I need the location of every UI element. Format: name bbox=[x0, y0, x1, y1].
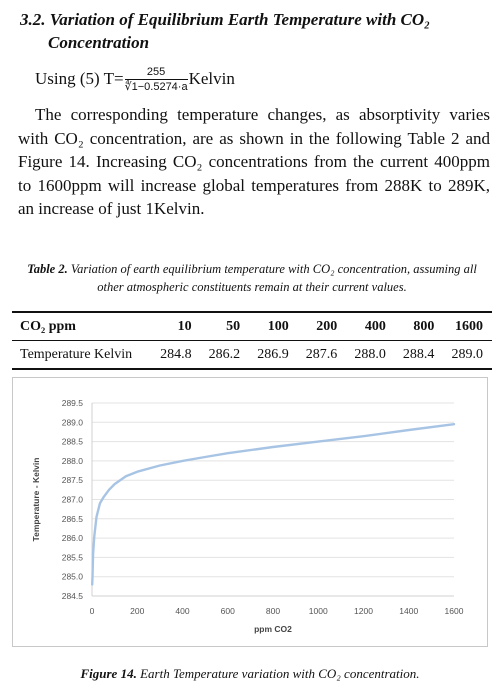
figure-14-chart: 284.5 285.0 285.5 286.0 286.5 287.0 287.5 288.0… bbox=[12, 377, 488, 647]
y-tick-label: 285.5 bbox=[62, 552, 84, 562]
table-header-cell: 200 bbox=[297, 311, 347, 341]
figure-caption-label: Figure 14. bbox=[80, 666, 137, 681]
table-header-label: CO₂ ppm bbox=[12, 311, 152, 341]
y-tick-label: 285.0 bbox=[62, 572, 84, 582]
table-row: Temperature Kelvin 284.8 286.2 286.9 287… bbox=[12, 340, 492, 370]
table-header-cell: 1600 bbox=[443, 311, 492, 341]
x-tick-label: 1400 bbox=[399, 606, 418, 616]
x-tick-label: 1200 bbox=[354, 606, 373, 616]
y-tick-label: 286.0 bbox=[62, 533, 84, 543]
table-row-label: Temperature Kelvin bbox=[12, 340, 152, 370]
x-axis-title: ppm CO2 bbox=[254, 624, 292, 634]
equation-fraction: 255 ∜1−0.5274·a bbox=[124, 66, 188, 94]
table-caption-text: Variation of earth equilibrium temperatu… bbox=[70, 262, 477, 294]
y-tick-label: 289.0 bbox=[62, 417, 84, 427]
section-title-line1: 3.2. Variation of Equilibrium Earth Temp… bbox=[20, 10, 431, 29]
table-header-cell: 400 bbox=[346, 311, 395, 341]
table-header-cell: 10 bbox=[152, 311, 201, 341]
table-cell: 284.8 bbox=[152, 340, 201, 370]
equation-denominator: ∜1−0.5274·a bbox=[124, 81, 188, 93]
equation-numerator: 255 bbox=[124, 66, 188, 80]
equation-prefix: Using (5) T= bbox=[35, 68, 124, 88]
y-tick-label: 288.5 bbox=[62, 437, 84, 447]
y-tick-label: 289.5 bbox=[62, 398, 84, 408]
series-line bbox=[90, 423, 456, 586]
x-tick-label: 800 bbox=[266, 606, 280, 616]
x-tick-label: 0 bbox=[90, 606, 95, 616]
table-header-row: CO₂ ppm 10 50 100 200 400 800 1600 bbox=[12, 311, 492, 341]
y-tick-label: 287.5 bbox=[62, 475, 84, 485]
table-cell: 288.0 bbox=[346, 340, 395, 370]
section-title-line2: Concentration bbox=[48, 33, 150, 52]
x-tick-label: 1000 bbox=[309, 606, 328, 616]
section-title: 3.2. Variation of Equilibrium Earth Temp… bbox=[20, 8, 490, 54]
table-header-cell: 100 bbox=[249, 311, 298, 341]
table-cell: 286.9 bbox=[249, 340, 298, 370]
body-paragraph-text: The corresponding temperature changes, a… bbox=[18, 105, 490, 218]
y-tick-label: 288.0 bbox=[62, 456, 84, 466]
y-axis-title: Temperature - Kelvin bbox=[31, 458, 41, 542]
x-tick-label: 600 bbox=[221, 606, 235, 616]
table-cell: 288.4 bbox=[394, 340, 444, 370]
table-cell: 286.2 bbox=[200, 340, 250, 370]
y-tick-label: 286.5 bbox=[62, 514, 84, 524]
table-caption-label: Table 2. bbox=[27, 262, 68, 276]
y-tick-label: 284.5 bbox=[62, 591, 84, 601]
figure-caption: Figure 14. Earth Temperature variation w… bbox=[0, 666, 500, 682]
body-paragraph: The corresponding temperature changes, a… bbox=[18, 103, 490, 221]
y-tick-label: 287.0 bbox=[62, 495, 84, 505]
table-cell: 289.0 bbox=[443, 340, 492, 370]
temperature-equation: Using (5) T= 255 ∜1−0.5274·a Kelvin bbox=[35, 66, 235, 94]
table-caption: Table 2. Variation of earth equilibrium … bbox=[22, 260, 482, 296]
equation-suffix: Kelvin bbox=[188, 68, 235, 88]
x-tick-label: 400 bbox=[175, 606, 189, 616]
table-header-cell: 800 bbox=[394, 311, 444, 341]
table-header-cell: 50 bbox=[200, 311, 250, 341]
chart-svg: 284.5 285.0 285.5 286.0 286.5 287.0 287.5 288.0… bbox=[31, 398, 464, 634]
x-tick-label: 200 bbox=[130, 606, 144, 616]
co2-temperature-table: CO₂ ppm 10 50 100 200 400 800 1600 Tempe… bbox=[12, 311, 492, 370]
table-cell: 287.6 bbox=[297, 340, 347, 370]
figure-caption-text: Earth Temperature variation with CO₂ con… bbox=[140, 666, 420, 681]
x-tick-label: 1600 bbox=[445, 606, 464, 616]
